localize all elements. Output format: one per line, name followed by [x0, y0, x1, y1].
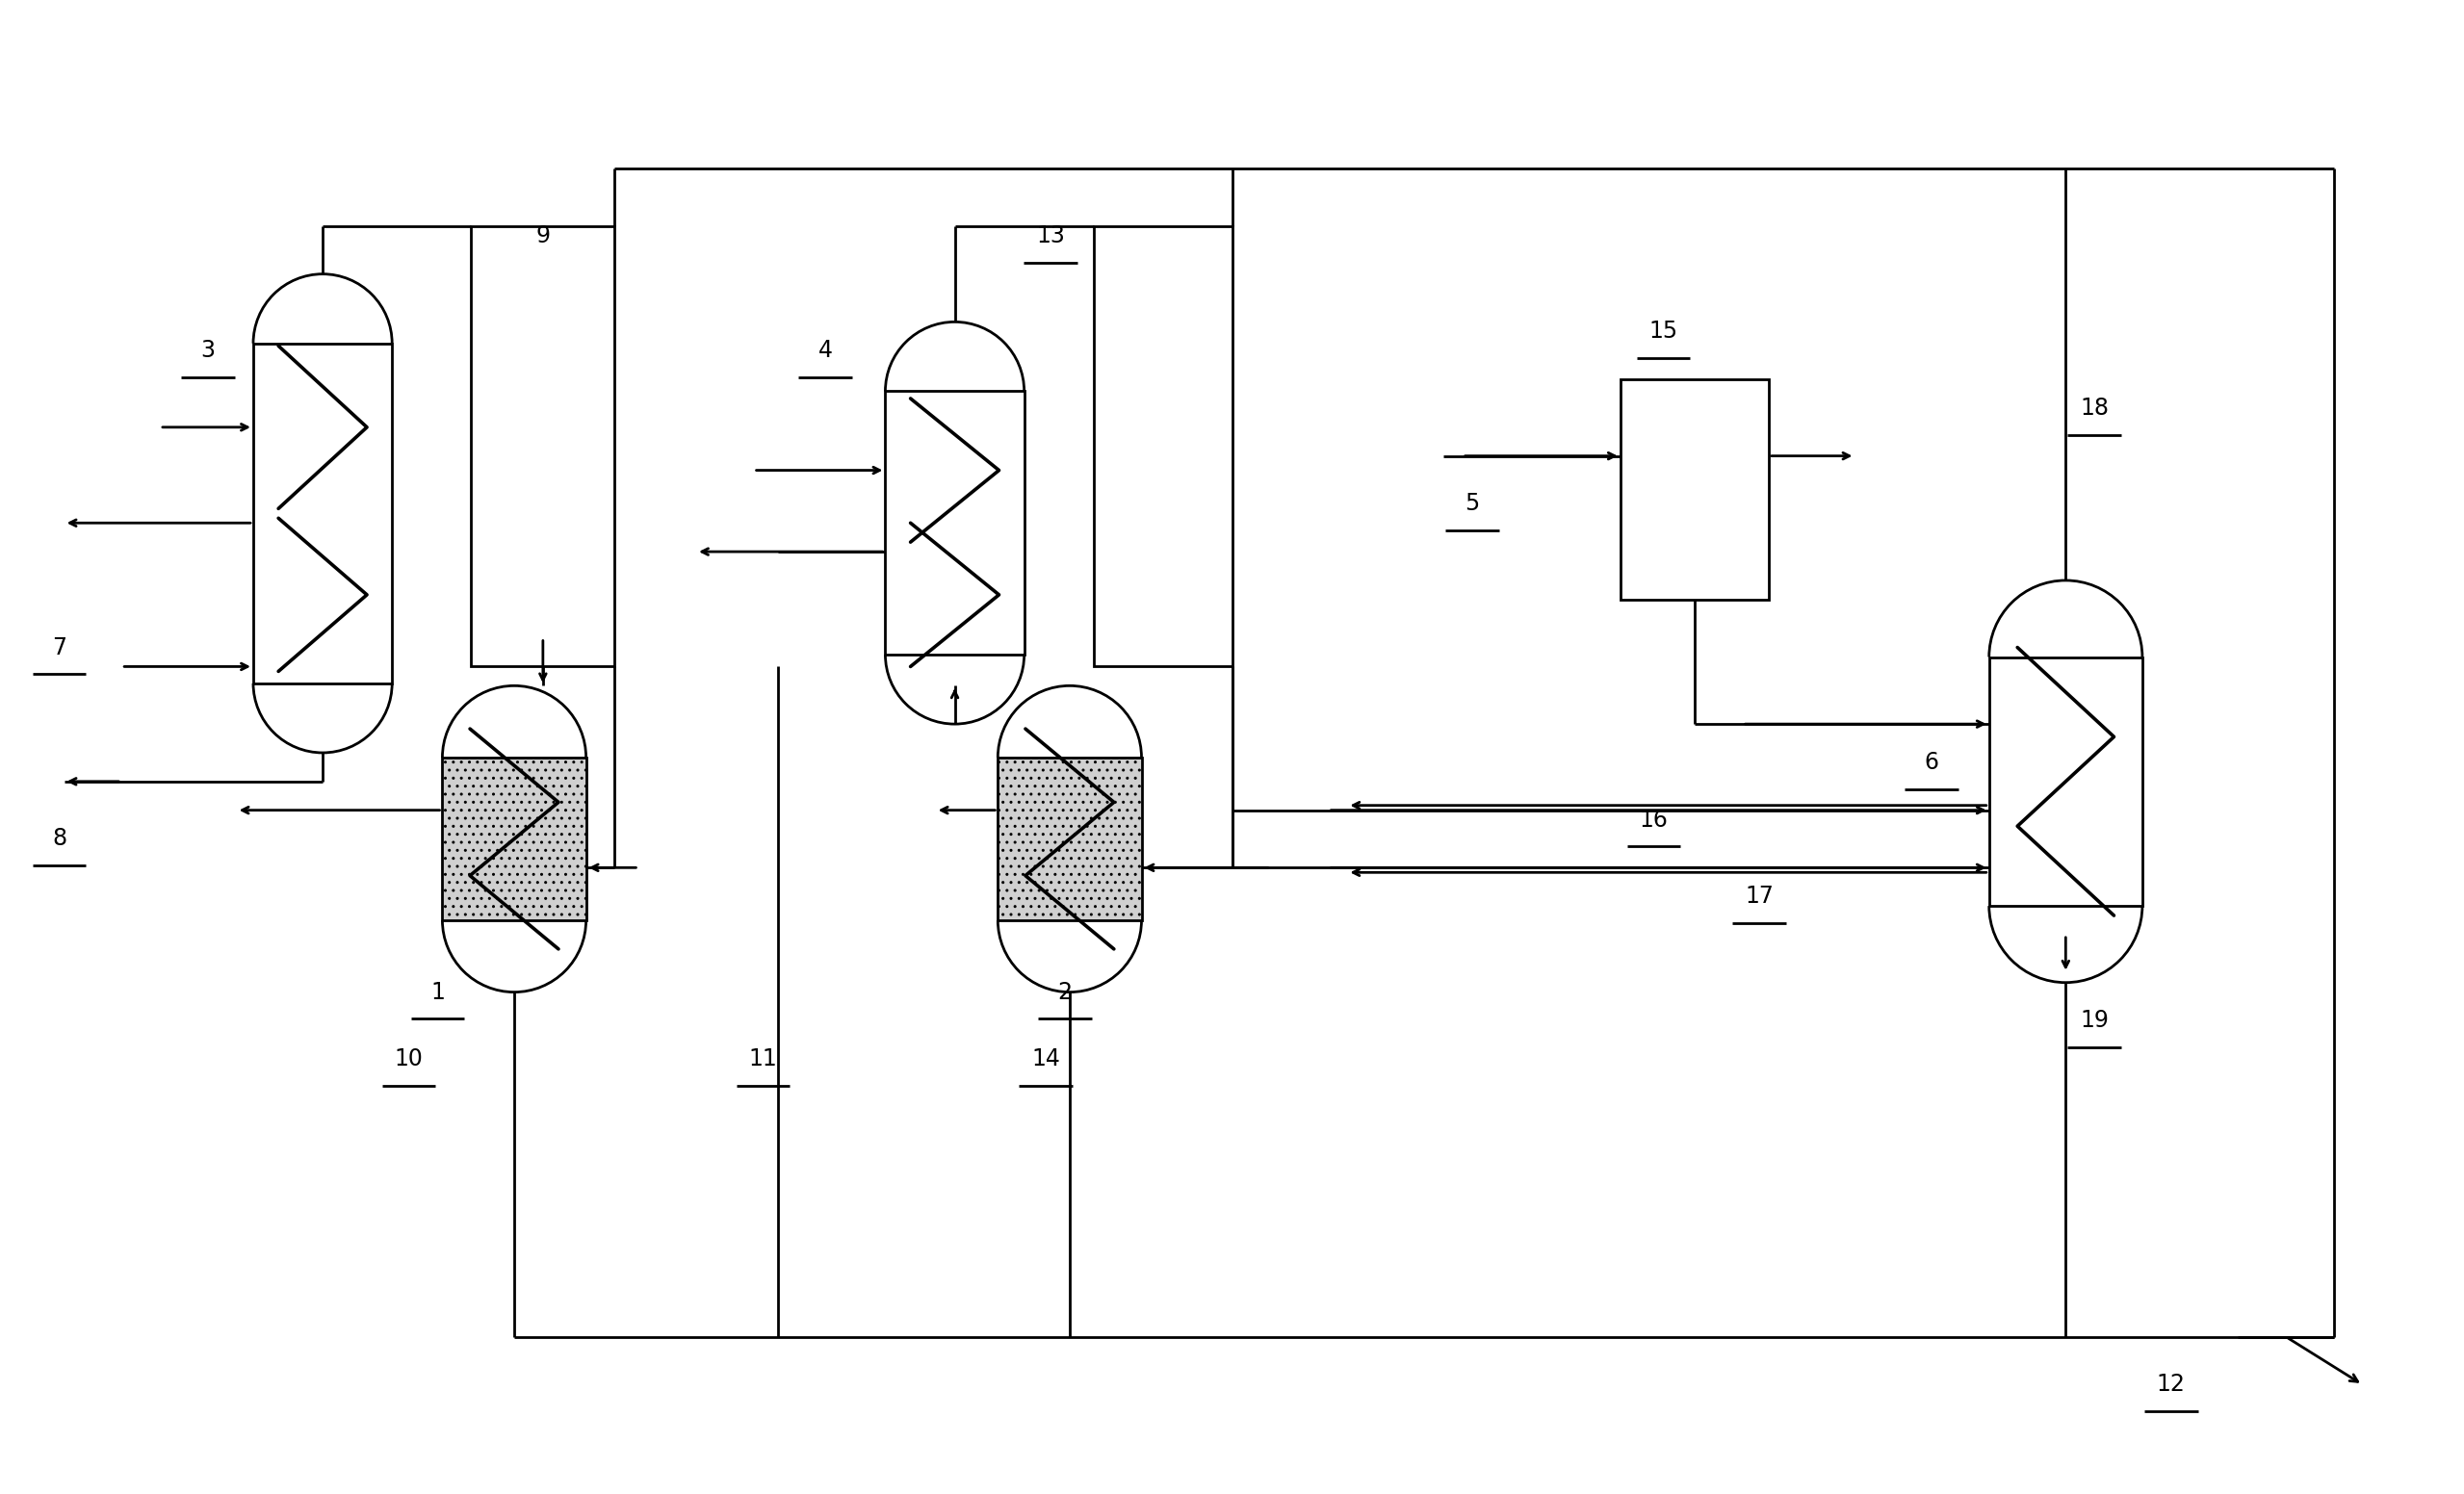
Bar [1988, 657, 2141, 905]
Text: 17: 17 [1745, 884, 1774, 908]
Text: 19: 19 [2080, 1010, 2109, 1032]
Text: 15: 15 [1648, 320, 1678, 344]
Bar [885, 391, 1025, 654]
Text: 14: 14 [1032, 1047, 1060, 1071]
Text: 12: 12 [2156, 1373, 2186, 1397]
Text: 18: 18 [2080, 396, 2109, 420]
Bar [1094, 226, 1232, 666]
Text: 4: 4 [818, 339, 833, 362]
Text: 13: 13 [1037, 224, 1064, 248]
Bar [471, 226, 614, 666]
Text: 10: 10 [394, 1047, 424, 1071]
Text: 1: 1 [431, 980, 444, 1004]
Text: 16: 16 [1639, 808, 1668, 831]
Text: 6: 6 [1924, 751, 1939, 774]
Bar [998, 757, 1141, 920]
Text: 5: 5 [1464, 492, 1478, 515]
Text: 9: 9 [535, 224, 549, 248]
Text: 11: 11 [749, 1047, 779, 1071]
Bar [444, 757, 586, 920]
Text: 2: 2 [1057, 980, 1072, 1004]
Text: 3: 3 [200, 339, 214, 362]
Bar [1621, 379, 1769, 599]
Text: 7: 7 [52, 636, 67, 659]
Text: 8: 8 [52, 828, 67, 850]
Bar [254, 344, 392, 683]
